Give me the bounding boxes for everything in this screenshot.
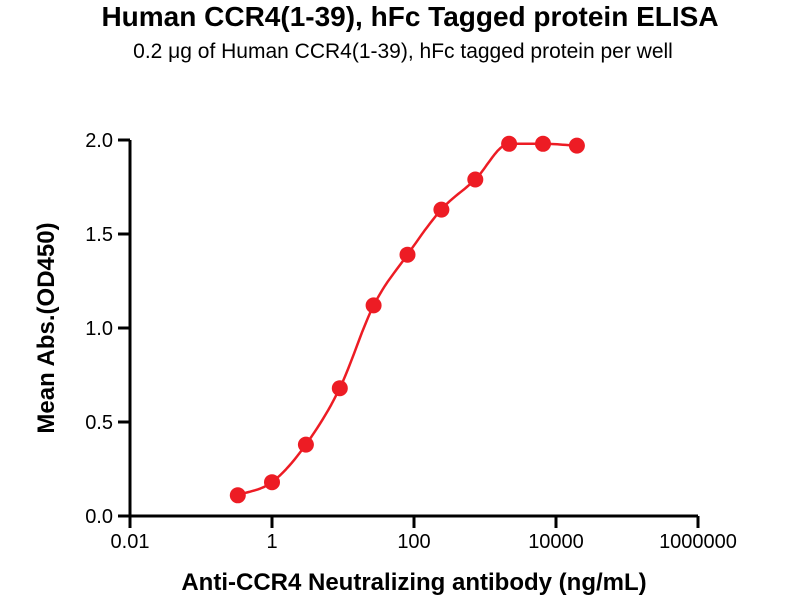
data-point [501, 135, 518, 152]
chart-title: Human CCR4(1-39), hFc Tagged protein ELI… [101, 1, 718, 32]
y-tick-label: 1.0 [85, 318, 113, 340]
x-tick-label: 100 [397, 531, 430, 553]
axes [128, 140, 698, 518]
data-point [229, 487, 246, 504]
chart-subtitle: 0.2 μg of Human CCR4(1-39), hFc tagged p… [133, 40, 673, 63]
y-tick-label: 0.5 [85, 412, 113, 434]
data-point [365, 297, 382, 314]
data-point [535, 135, 551, 152]
y-tick-label: 0.0 [85, 506, 113, 528]
fit-curve [236, 142, 579, 497]
y-tick-label: 2.0 [85, 130, 113, 152]
data-point [467, 171, 484, 188]
x-tick-label: 1000000 [659, 531, 737, 553]
x-tick-label: 1 [266, 531, 277, 553]
x-tick-label: 0.01 [111, 531, 150, 553]
x-axis-label: Anti-CCR4 Neutralizing antibody (ng/mL) [181, 569, 646, 596]
dose-response-series [229, 135, 585, 504]
tick-marks-and-labels: 0.01 1 100 10000 1000000 0.0 0.5 1.0 1.5 2.0 [85, 130, 737, 553]
axis-lines [128, 140, 698, 518]
data-point [264, 474, 280, 491]
x-tick-label: 10000 [528, 531, 584, 553]
data-point [568, 137, 585, 154]
y-axis-label: Mean Abs.(OD450) [33, 222, 60, 433]
data-point [297, 436, 314, 453]
data-point [331, 380, 348, 397]
data-point [433, 201, 450, 218]
y-tick-label: 1.5 [85, 224, 113, 246]
data-point [399, 246, 416, 263]
